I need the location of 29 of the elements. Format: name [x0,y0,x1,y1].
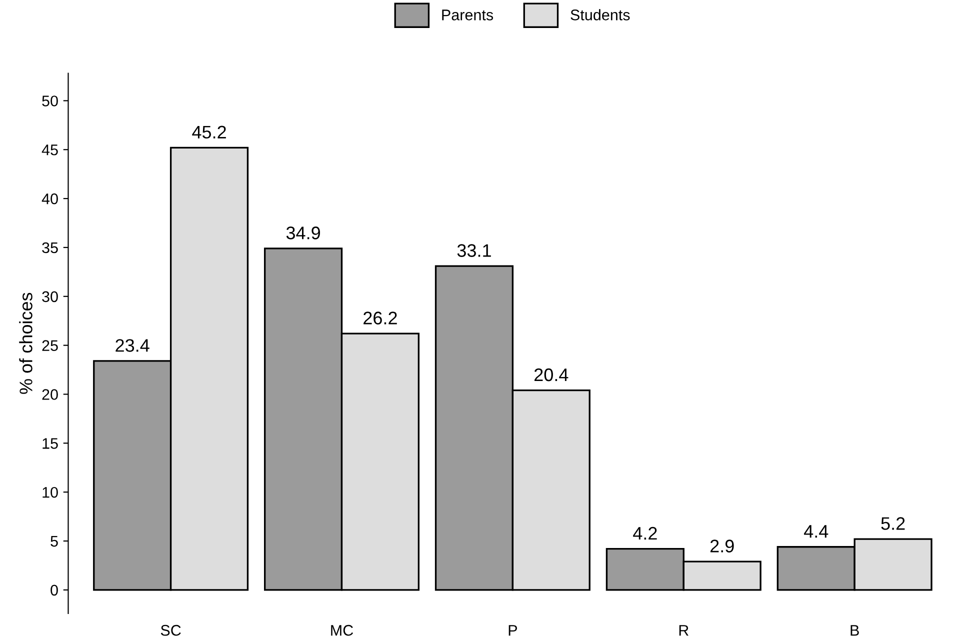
data-label: 5.2 [881,517,905,530]
x-tick-label: B [850,625,859,636]
y-tick-label: 15 [42,438,58,449]
data-label: 45.2 [192,126,226,139]
y-tick-label: 10 [42,486,58,498]
y-tick-label: 40 [42,193,58,204]
y-tick-label: 5 [50,536,58,547]
y-tick-label: 30 [42,291,58,302]
data-label: 20.4 [534,368,568,382]
data-label: 4.2 [633,526,657,540]
y-tick-label: 25 [42,340,58,352]
y-tick-label: 0 [50,584,58,596]
data-label: 34.9 [286,226,320,240]
data-label: 33.1 [457,244,491,257]
y-tick-label: 45 [42,144,58,156]
data-label: 26.2 [364,312,397,324]
data-label: 23.4 [116,339,150,352]
x-tick-label: R [679,625,688,636]
x-tick-label: SC [160,624,181,636]
data-label: 2.9 [710,540,734,552]
y-tick-label: 35 [42,242,58,254]
data-label: 4.4 [804,525,828,538]
y-axis-title: % of choices [19,292,32,394]
y-tick-label: 20 [42,389,58,400]
y-tick-label: 50 [42,96,58,106]
legend-label: Parents [442,10,494,20]
x-tick-label: MC [331,624,354,636]
x-tick-label: P [508,625,517,636]
legend-label: Students [570,9,630,20]
